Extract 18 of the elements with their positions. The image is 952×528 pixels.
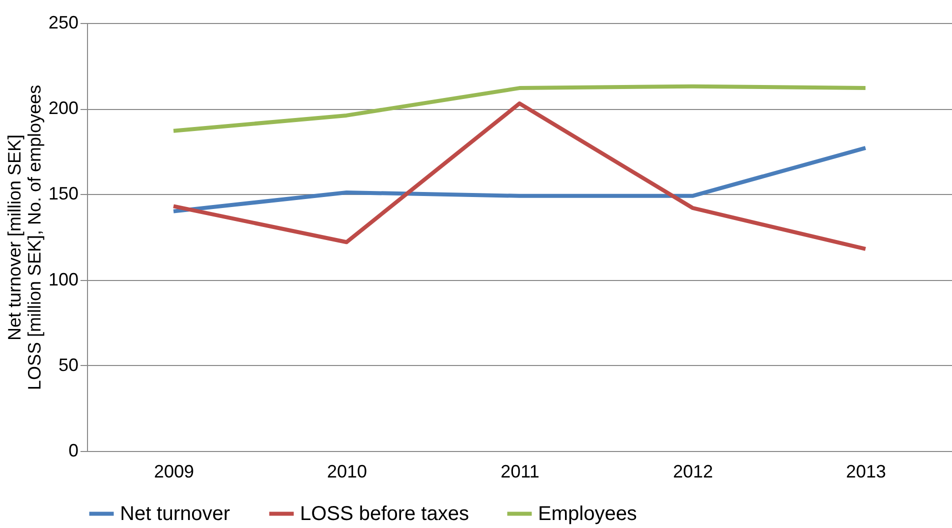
legend-label: LOSS before taxes — [300, 502, 469, 525]
x-tick-label: 2012 — [672, 462, 714, 482]
line-series — [172, 84, 868, 133]
line-series — [172, 146, 868, 214]
x-tick-label: 2009 — [154, 462, 194, 482]
y-tick-label: 100 — [48, 269, 78, 290]
legend-label: Employees — [538, 502, 637, 525]
x-tick-label: 2013 — [846, 462, 886, 482]
y-axis-title: Net turnover [million SEK] LOSS [million SEK], No. of employees — [4, 84, 44, 390]
line-series — [172, 101, 868, 251]
y-tick-label: 50 — [58, 354, 78, 375]
x-tick-label: 2011 — [500, 462, 540, 482]
y-tick-label: 200 — [48, 98, 78, 118]
y-tick-label: 250 — [48, 12, 78, 32]
y-tick-label: 150 — [48, 184, 78, 204]
x-tick-label: 2010 — [326, 462, 368, 482]
legend-label: Net turnover — [120, 502, 230, 525]
y-tick-label: 0 — [68, 440, 78, 460]
